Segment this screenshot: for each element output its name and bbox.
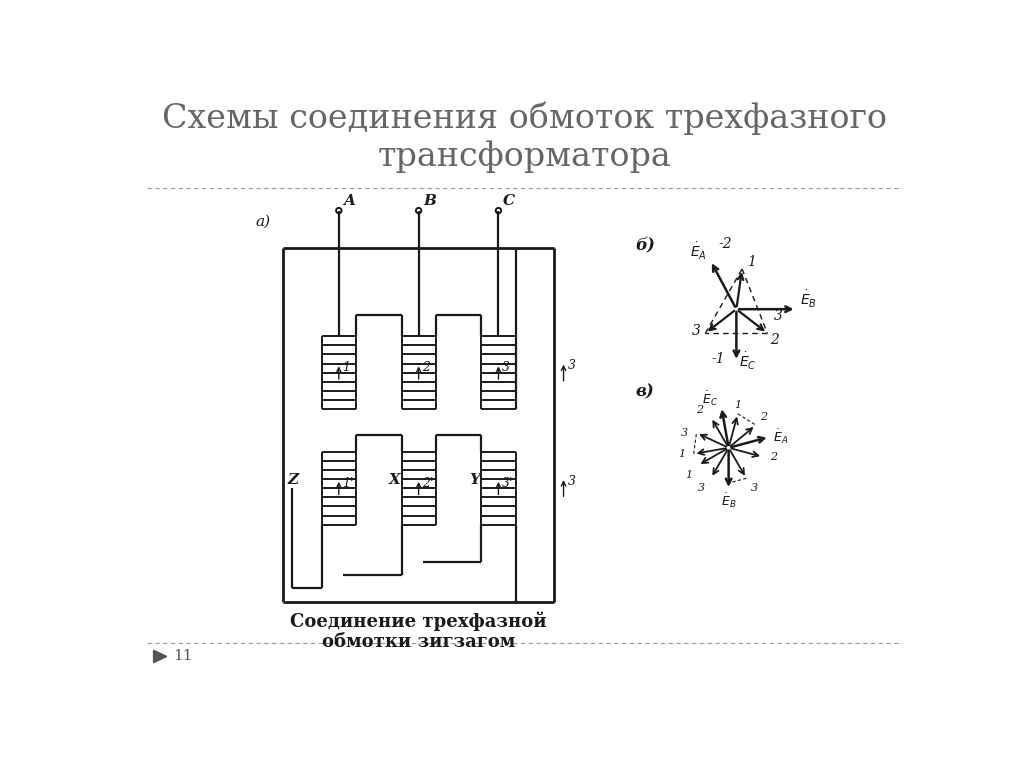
Text: $\dot{E}_A$: $\dot{E}_A$ — [773, 427, 788, 446]
Text: 3: 3 — [698, 482, 706, 492]
Text: 1: 1 — [678, 449, 685, 459]
Text: Соединение трехфазной
обмотки зигзагом: Соединение трехфазной обмотки зигзагом — [291, 611, 547, 651]
Text: -1: -1 — [712, 352, 725, 366]
Text: $\dot{E}_C$: $\dot{E}_C$ — [739, 351, 757, 372]
Text: C: C — [503, 194, 515, 208]
Text: 1: 1 — [746, 255, 756, 269]
Text: 1: 1 — [342, 361, 350, 374]
Text: 11: 11 — [173, 650, 193, 663]
Text: 2: 2 — [770, 452, 777, 462]
Text: 3: 3 — [751, 482, 758, 492]
Text: 2': 2' — [422, 476, 433, 489]
Text: $\dot{E}_B$: $\dot{E}_B$ — [721, 492, 736, 510]
Text: 3: 3 — [568, 475, 577, 488]
Text: $\dot{E}_C$: $\dot{E}_C$ — [702, 390, 719, 408]
Text: Схемы соединения обмоток трехфазного
трансформатора: Схемы соединения обмоток трехфазного тра… — [162, 101, 888, 173]
Text: Z: Z — [288, 473, 299, 487]
Text: B: B — [423, 194, 436, 208]
Text: 3: 3 — [774, 309, 782, 323]
Text: A: A — [343, 194, 355, 208]
Text: 1: 1 — [685, 469, 692, 479]
Text: а): а) — [256, 215, 271, 229]
Text: Y: Y — [469, 473, 480, 487]
Text: 2: 2 — [696, 404, 703, 415]
Text: 2: 2 — [422, 361, 430, 374]
Text: 3: 3 — [502, 361, 510, 374]
Text: $\dot{E}_A$: $\dot{E}_A$ — [690, 241, 708, 262]
Text: -2: -2 — [718, 237, 732, 252]
Text: X: X — [389, 473, 401, 487]
Text: 3: 3 — [568, 359, 577, 372]
Text: 1: 1 — [734, 400, 741, 410]
Text: $\dot{E}_B$: $\dot{E}_B$ — [801, 289, 817, 311]
Text: б): б) — [636, 237, 655, 254]
Text: 3: 3 — [681, 428, 688, 438]
Text: 3: 3 — [691, 324, 700, 337]
Text: 3': 3' — [502, 476, 513, 489]
Polygon shape — [154, 650, 167, 663]
Text: 1': 1' — [342, 476, 353, 489]
Text: 2: 2 — [760, 413, 767, 423]
Text: 2: 2 — [770, 333, 778, 347]
Text: в): в) — [636, 384, 654, 400]
